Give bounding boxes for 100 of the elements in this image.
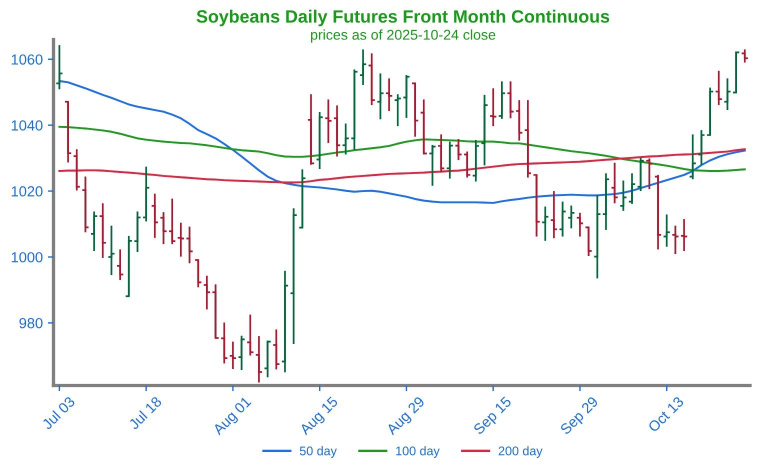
candlestick [280, 270, 289, 374]
candlestick [550, 190, 558, 240]
chart-subtitle: prices as of 2025-10-24 close [310, 29, 496, 43]
candlestick [394, 93, 402, 128]
candlestick [186, 226, 194, 264]
candlestick [116, 248, 124, 281]
candlestick [55, 44, 64, 90]
y-tick-label: 1000 [12, 252, 43, 262]
candlestick [593, 194, 602, 280]
x-tick-label: Sep 29 [560, 396, 601, 438]
candlestick [212, 283, 220, 340]
candlestick [619, 180, 628, 212]
y-tick-label: 1040 [12, 120, 43, 131]
candlestick [368, 52, 376, 106]
x-tick-label: Aug 15 [298, 396, 340, 438]
x-tick-label: Jul 03 [40, 396, 76, 430]
candlestick [420, 98, 428, 156]
candlestick [220, 322, 228, 364]
y-tick-label: 1020 [12, 186, 43, 197]
candlestick [602, 172, 610, 231]
candlestick [532, 174, 541, 238]
x-tick-label: Jul 18 [128, 396, 162, 430]
candlestick [264, 340, 272, 378]
candlestick [142, 166, 150, 222]
candlestick [238, 334, 246, 371]
candlestick [150, 192, 159, 239]
candlestick [333, 104, 342, 158]
candlestick [472, 139, 480, 182]
candlestick [307, 93, 315, 166]
candlestick [385, 78, 394, 112]
candlestick [176, 222, 185, 258]
line-series [58, 126, 746, 172]
candlestick [498, 80, 506, 120]
candlestick [254, 335, 263, 384]
candlestick [541, 206, 550, 242]
candlestick [359, 48, 368, 86]
candlestick [732, 50, 740, 94]
candlestick [133, 210, 142, 253]
candlestick [671, 224, 680, 255]
candlestick [680, 218, 688, 252]
candlestick [272, 328, 280, 370]
legend-label: 100 day [396, 446, 440, 458]
candlestick [628, 172, 636, 205]
candlestick [688, 134, 697, 180]
candlestick [463, 150, 472, 178]
x-tick-label: Aug 01 [212, 396, 254, 438]
candlestick [558, 200, 567, 238]
candlestick [567, 204, 576, 230]
candlestick [515, 99, 524, 142]
line-series [58, 148, 746, 184]
candlestick [610, 162, 619, 204]
candlestick [662, 214, 671, 248]
candlestick [168, 198, 176, 246]
x-tick-label: Oct 13 [647, 396, 684, 433]
candlestick [98, 202, 107, 259]
candlestick [246, 314, 254, 356]
candlestick [124, 235, 133, 298]
candlestick [706, 86, 714, 136]
x-tick-label: Aug 29 [386, 396, 428, 438]
candlestick [160, 211, 168, 246]
candlestick [740, 48, 749, 64]
candlestick [342, 122, 350, 156]
chart-title: Soybeans Daily Futures Front Month Continuous [196, 10, 610, 26]
line-series [58, 80, 746, 204]
candlestick [64, 100, 72, 164]
candlestick [506, 80, 515, 120]
candlestick [324, 98, 332, 144]
legend-label: 200 day [498, 446, 543, 458]
candlestick [576, 212, 584, 238]
candlestick [72, 148, 81, 192]
candlestick [723, 78, 732, 111]
candlestick [228, 340, 237, 370]
candlestick [402, 74, 410, 119]
y-tick-label: 980 [19, 318, 43, 328]
x-tick-label: Sep 15 [472, 396, 514, 438]
candlestick [290, 207, 298, 345]
candlestick [411, 82, 420, 138]
candlestick [81, 176, 90, 234]
candlestick [316, 111, 324, 170]
candlestick [298, 168, 306, 229]
candlestick [437, 134, 446, 174]
legend-label: 50 day [300, 446, 337, 458]
candlestick [194, 258, 202, 288]
candlestick [489, 87, 498, 128]
candlestick [446, 140, 454, 180]
candlestick [654, 174, 662, 250]
candlestick [524, 99, 532, 178]
candlestick [480, 94, 489, 166]
candlestick [202, 274, 211, 310]
candlestick [350, 68, 358, 151]
candlestick [90, 210, 98, 252]
candlestick [107, 224, 116, 276]
candlestick [376, 72, 384, 120]
candlestick [454, 138, 462, 161]
candlestick [697, 129, 706, 166]
candlestick [636, 156, 645, 192]
candlestick [645, 158, 654, 190]
candlestick [584, 226, 593, 257]
candlestick [428, 144, 436, 187]
candlestick [714, 70, 723, 106]
